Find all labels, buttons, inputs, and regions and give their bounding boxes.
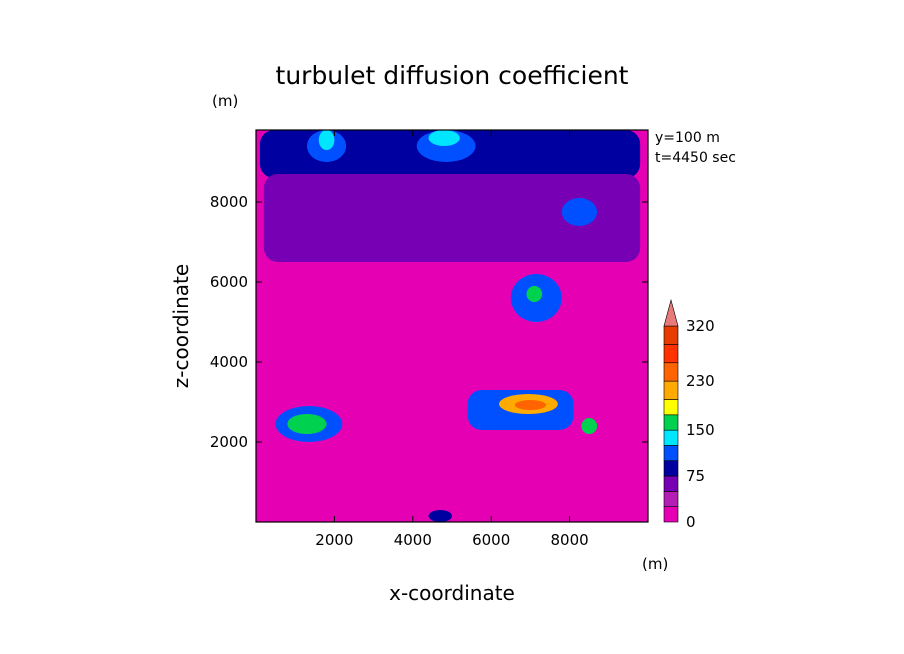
x-unit-label: (m) (642, 555, 668, 573)
x-tick-label: 6000 (472, 531, 510, 549)
y-axis-ticks: 2000 4000 6000 8000 (210, 193, 648, 451)
x-tick-label: 2000 (315, 531, 353, 549)
colorbar: 0 75 150 230 320 (663, 298, 715, 531)
annotation-y: y=100 m (655, 130, 720, 146)
chart-title: turbulet diffusion coefficient (276, 61, 629, 90)
colorbar-label: 150 (686, 421, 715, 439)
region-upper-mid-core (428, 130, 460, 146)
colorbar-segment (663, 380, 679, 400)
colorbar-label: 230 (686, 372, 715, 390)
colorbar-segment (663, 506, 679, 523)
y-tick-label: 8000 (210, 193, 248, 211)
x-tick-label: 8000 (551, 531, 589, 549)
y-axis-label: z-coordinate (169, 264, 193, 388)
y-tick-label: 6000 (210, 273, 248, 291)
annotation-t: t=4450 sec (655, 150, 736, 166)
region-right-small (581, 418, 598, 434)
colorbar-label: 320 (686, 317, 715, 335)
colorbar-segment (663, 414, 679, 431)
colorbar-label: 75 (686, 467, 705, 485)
contour-plot-area (256, 130, 648, 522)
colorbar-segment (663, 445, 679, 462)
x-tick-label: 4000 (394, 531, 432, 549)
y-unit-label: (m) (212, 92, 238, 110)
x-axis-ticks: 2000 4000 6000 8000 (315, 130, 589, 549)
colorbar-segment (663, 475, 679, 492)
x-axis-label: x-coordinate (389, 581, 515, 605)
region-upper-left-core (318, 130, 335, 150)
colorbar-segment (663, 325, 679, 345)
colorbar-segment (663, 362, 679, 382)
colorbar-label: 0 (686, 513, 696, 531)
colorbar-segment (663, 429, 679, 446)
region-mid-right-core (526, 286, 543, 302)
colorbar-segment (663, 460, 679, 477)
y-tick-label: 2000 (210, 433, 248, 451)
region-left-low-core (287, 414, 327, 434)
y-tick-label: 4000 (210, 353, 248, 371)
colorbar-segment (663, 399, 679, 416)
region-upper-purple (263, 174, 641, 262)
region-upper-right-blob (561, 198, 598, 226)
colorbar-segment (663, 491, 679, 507)
colorbar-segment (663, 344, 679, 364)
region-center-peak (514, 400, 547, 410)
plot-frame (255, 129, 649, 523)
colorbar-extend-arrow (663, 298, 679, 327)
region-bottom-blob (428, 510, 452, 522)
